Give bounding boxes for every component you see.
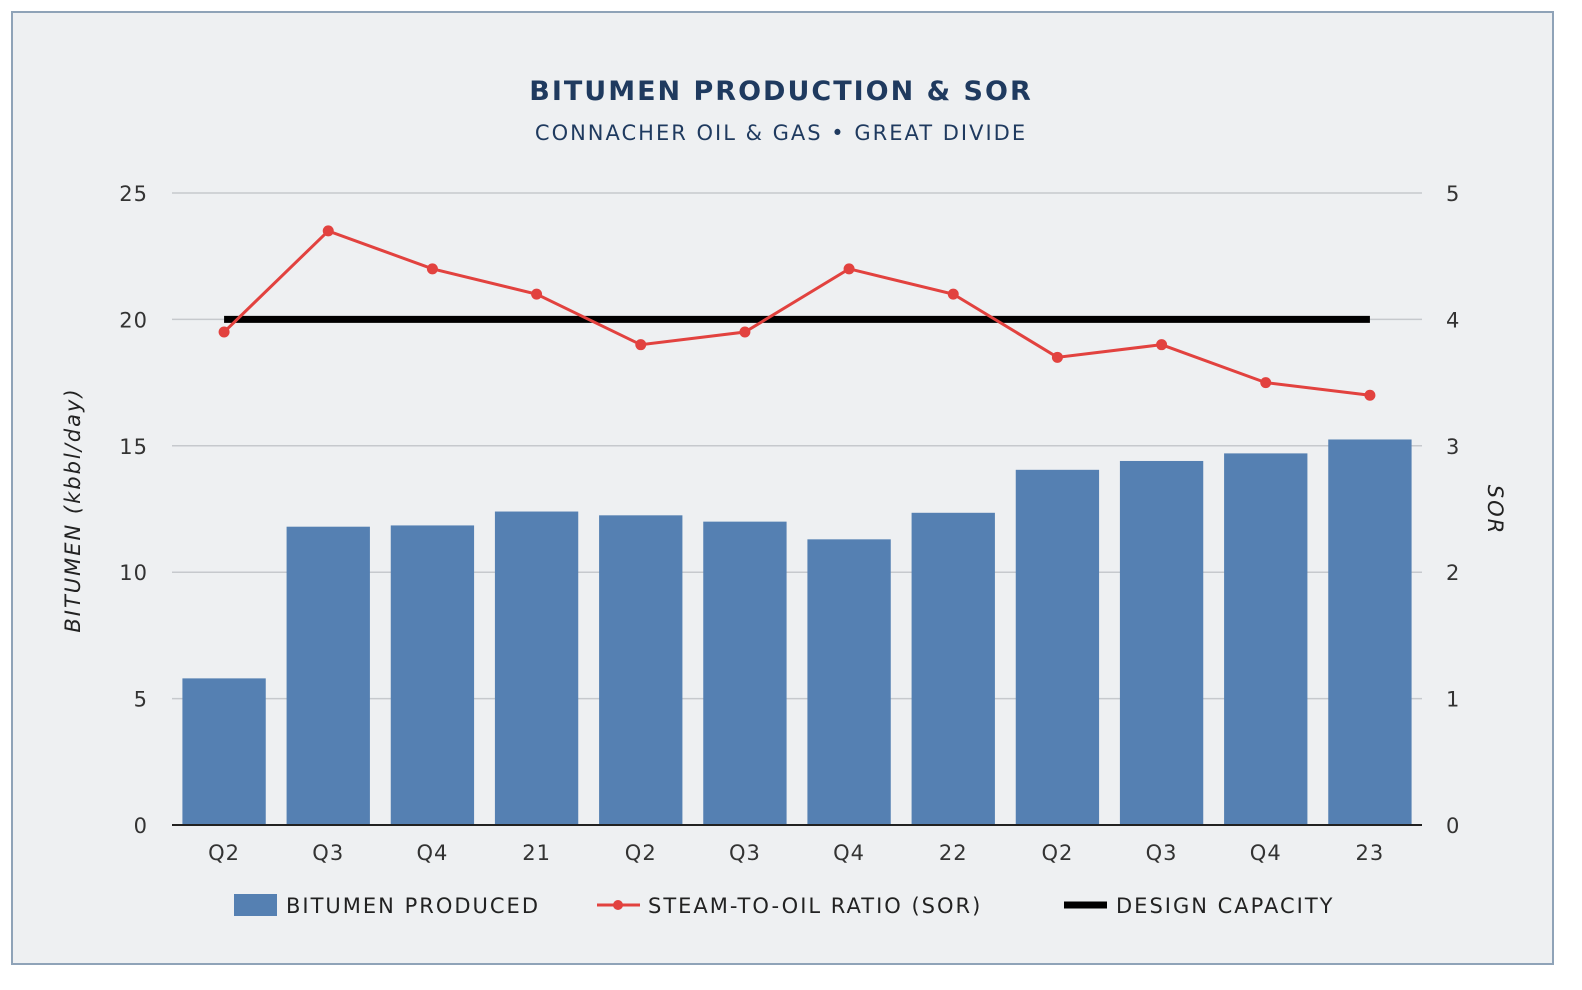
bar xyxy=(599,515,683,825)
sor-series xyxy=(218,225,1376,401)
bar xyxy=(807,539,891,825)
legend-label-sor: STEAM-TO-OIL RATIO (SOR) xyxy=(648,894,982,918)
bar xyxy=(494,511,579,825)
y2-axis-label: SOR xyxy=(1483,485,1507,535)
legend: BITUMEN PRODUCED STEAM-TO-OIL RATIO (SOR… xyxy=(234,894,1334,918)
legend-swatch-bitumen xyxy=(234,894,277,916)
legend-label-capacity: DESIGN CAPACITY xyxy=(1116,894,1334,918)
bar xyxy=(703,521,787,825)
x-tick-label: 23 xyxy=(1356,841,1385,865)
y-tick-label: 15 xyxy=(119,435,148,459)
chart-title: BITUMEN PRODUCTION & SOR xyxy=(529,76,1033,107)
x-tick-label: Q3 xyxy=(1146,841,1178,865)
chart-subtitle: CONNACHER OIL & GAS • GREAT DIVIDE xyxy=(535,121,1027,145)
sor-point xyxy=(739,326,751,338)
y-tick-label: 10 xyxy=(119,561,148,585)
x-tick-label: Q3 xyxy=(312,841,344,865)
sor-point xyxy=(1364,389,1376,401)
legend-swatch-sor-marker xyxy=(613,900,623,910)
x-tick-label: Q4 xyxy=(1250,841,1282,865)
sor-point xyxy=(843,263,855,275)
bar xyxy=(390,525,475,825)
sor-point xyxy=(947,288,959,300)
x-tick-label: Q2 xyxy=(1041,841,1073,865)
sor-point xyxy=(1156,339,1168,351)
sor-point xyxy=(218,326,230,338)
sor-point xyxy=(635,339,647,351)
bar xyxy=(1224,453,1308,825)
y-axis-label: BITUMEN (kbbl/day) xyxy=(61,387,85,632)
sor-point xyxy=(426,263,438,275)
sor-point xyxy=(1051,351,1063,363)
sor-point xyxy=(322,225,334,237)
x-tick-label: Q2 xyxy=(208,841,240,865)
x-tick-label: Q4 xyxy=(416,841,448,865)
x-tick-label: Q3 xyxy=(729,841,761,865)
bar xyxy=(911,512,995,825)
bar-series xyxy=(182,439,1412,825)
y2-tick-label: 1 xyxy=(1446,688,1460,712)
gridlines xyxy=(172,192,1422,700)
y2-tick-label: 5 xyxy=(1446,182,1460,206)
bar xyxy=(286,526,370,825)
y-tick-label: 0 xyxy=(134,814,148,838)
sor-point xyxy=(1260,377,1272,389)
bar xyxy=(1015,469,1100,825)
x-tick-label: 21 xyxy=(522,841,551,865)
bar xyxy=(1119,460,1204,825)
y2-tick-label: 0 xyxy=(1446,814,1460,838)
y2-tick-label: 2 xyxy=(1446,561,1460,585)
bar xyxy=(182,678,266,825)
y-tick-label: 5 xyxy=(134,688,148,712)
legend-label-bitumen: BITUMEN PRODUCED xyxy=(286,894,540,918)
x-tick-label: Q2 xyxy=(625,841,657,865)
x-tick-label: 22 xyxy=(939,841,968,865)
y-tick-label: 25 xyxy=(119,182,148,206)
x-tick-label: Q4 xyxy=(833,841,865,865)
sor-line xyxy=(223,229,1371,397)
bar xyxy=(1328,439,1412,825)
y2-tick-label: 3 xyxy=(1446,435,1460,459)
y2-tick-label: 4 xyxy=(1446,308,1460,332)
sor-point xyxy=(531,288,543,300)
y-tick-label: 20 xyxy=(119,308,148,332)
